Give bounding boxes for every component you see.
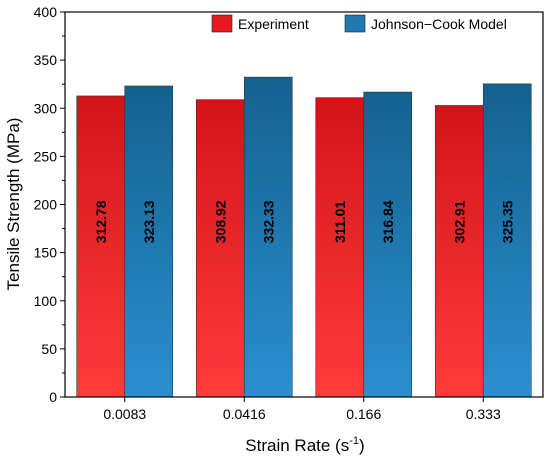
x-tick-label-1: 0.0416	[223, 406, 266, 422]
bar-johnson-cook-2	[363, 91, 413, 398]
y-tick-label-1: 50	[41, 341, 57, 357]
value-label-experiment-1: 308.92	[212, 200, 228, 243]
bar-experiment-0	[76, 95, 126, 398]
x-axis-title-end: )	[359, 436, 365, 455]
y-axis-title: Tensile Strength (MPa)	[4, 118, 23, 291]
legend-swatch-johnson-cook	[344, 14, 366, 33]
y-tick-label-5: 250	[34, 148, 58, 164]
y-tick-label-0: 0	[49, 389, 57, 405]
bar-experiment-1	[195, 99, 245, 398]
value-label-experiment-3: 302.91	[451, 200, 467, 243]
y-tick-label-3: 150	[34, 245, 58, 261]
value-label-experiment-0: 312.78	[93, 200, 109, 243]
x-axis-title-base: Strain Rate (s	[245, 436, 349, 455]
bar-johnson-cook-1	[243, 76, 293, 398]
x-tick-label-3: 0.333	[466, 406, 501, 422]
y-tick-label-6: 300	[34, 100, 58, 116]
bar-johnson-cook-0	[124, 85, 174, 398]
bar-johnson-cook-3	[482, 83, 532, 398]
bar-experiment-3	[434, 105, 484, 398]
x-axis-title-superscript: -1	[349, 435, 359, 447]
value-label-johnson-cook-0: 323.13	[141, 200, 157, 243]
y-axis: 0 50 100 150 200 250 300 350 400	[34, 4, 65, 405]
value-label-johnson-cook-2: 316.84	[380, 200, 396, 243]
y-tick-label-8: 400	[34, 4, 58, 20]
legend-label-johnson-cook: Johnson−Cook Model	[371, 16, 507, 32]
value-label-experiment-2: 311.01	[332, 201, 348, 243]
value-labels: 312.78 323.13 308.92 332.33 311.01 316.84 302.…	[93, 200, 516, 243]
x-tick-label-2: 0.166	[346, 406, 381, 422]
y-tick-label-2: 100	[34, 293, 58, 309]
x-axis-title: Strain Rate (s-1)	[245, 435, 364, 455]
legend-label-experiment: Experiment	[238, 16, 309, 32]
bars	[76, 76, 532, 398]
y-tick-label-4: 200	[34, 197, 58, 213]
x-tick-label-0: 0.0083	[103, 406, 146, 422]
legend: Experiment Johnson−Cook Model	[211, 14, 507, 33]
legend-swatch-experiment	[211, 14, 233, 33]
y-tick-label-7: 350	[34, 52, 58, 68]
value-label-johnson-cook-1: 332.33	[260, 200, 276, 243]
value-label-johnson-cook-3: 325.35	[499, 200, 515, 243]
bar-experiment-2	[315, 97, 365, 398]
x-axis: 0.0083 0.0416 0.166 0.333	[103, 397, 501, 422]
